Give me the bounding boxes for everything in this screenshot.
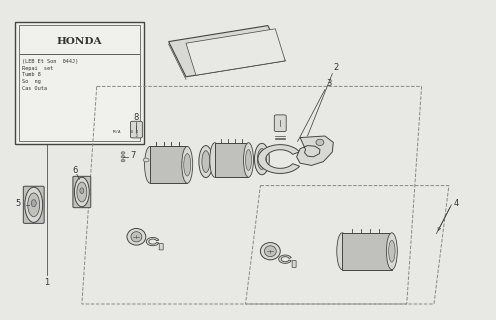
- Wedge shape: [258, 145, 300, 173]
- FancyBboxPatch shape: [292, 260, 296, 268]
- Text: 7: 7: [130, 151, 135, 160]
- Text: HONDA: HONDA: [57, 37, 102, 46]
- Text: 5: 5: [15, 199, 20, 208]
- Polygon shape: [169, 26, 285, 77]
- Ellipse shape: [337, 233, 348, 269]
- Ellipse shape: [254, 143, 269, 175]
- FancyBboxPatch shape: [215, 143, 248, 177]
- Circle shape: [121, 152, 125, 154]
- Ellipse shape: [131, 232, 142, 242]
- Ellipse shape: [316, 139, 324, 146]
- Ellipse shape: [246, 149, 251, 170]
- FancyBboxPatch shape: [130, 121, 142, 138]
- Ellipse shape: [386, 233, 397, 269]
- Circle shape: [121, 159, 125, 162]
- Ellipse shape: [210, 143, 220, 177]
- FancyBboxPatch shape: [73, 176, 91, 208]
- Text: 1: 1: [44, 278, 49, 287]
- FancyBboxPatch shape: [274, 115, 286, 132]
- Ellipse shape: [260, 243, 280, 260]
- Text: 8: 8: [133, 113, 138, 122]
- Ellipse shape: [184, 154, 190, 176]
- Text: M/A    0 4
           2: M/A 0 4 2: [108, 130, 138, 138]
- FancyBboxPatch shape: [23, 186, 44, 223]
- Ellipse shape: [74, 177, 89, 207]
- Ellipse shape: [199, 146, 213, 178]
- Wedge shape: [279, 255, 291, 263]
- Ellipse shape: [80, 188, 84, 194]
- Ellipse shape: [202, 151, 210, 172]
- Circle shape: [121, 156, 125, 158]
- Wedge shape: [146, 237, 159, 246]
- Text: (LEB Et Son  044J)
Repai  set
Tumb 8
So  ng
Cas Outa: (LEB Et Son 044J) Repai set Tumb 8 So ng…: [22, 59, 78, 91]
- Text: 3: 3: [326, 79, 331, 88]
- Ellipse shape: [264, 246, 276, 257]
- FancyBboxPatch shape: [150, 147, 187, 183]
- FancyBboxPatch shape: [342, 233, 392, 269]
- Ellipse shape: [244, 143, 253, 177]
- FancyBboxPatch shape: [15, 22, 144, 144]
- Ellipse shape: [31, 200, 36, 207]
- Ellipse shape: [182, 147, 193, 183]
- Polygon shape: [297, 136, 333, 165]
- Circle shape: [143, 158, 149, 162]
- Ellipse shape: [257, 148, 266, 170]
- Ellipse shape: [127, 228, 146, 245]
- Ellipse shape: [389, 240, 395, 262]
- Ellipse shape: [28, 193, 40, 217]
- Polygon shape: [186, 29, 285, 75]
- FancyBboxPatch shape: [159, 244, 163, 250]
- Ellipse shape: [25, 187, 43, 222]
- Ellipse shape: [77, 182, 87, 202]
- Text: 6: 6: [72, 166, 77, 175]
- Ellipse shape: [145, 147, 156, 183]
- Text: 2: 2: [333, 63, 339, 72]
- Text: 4: 4: [454, 199, 459, 208]
